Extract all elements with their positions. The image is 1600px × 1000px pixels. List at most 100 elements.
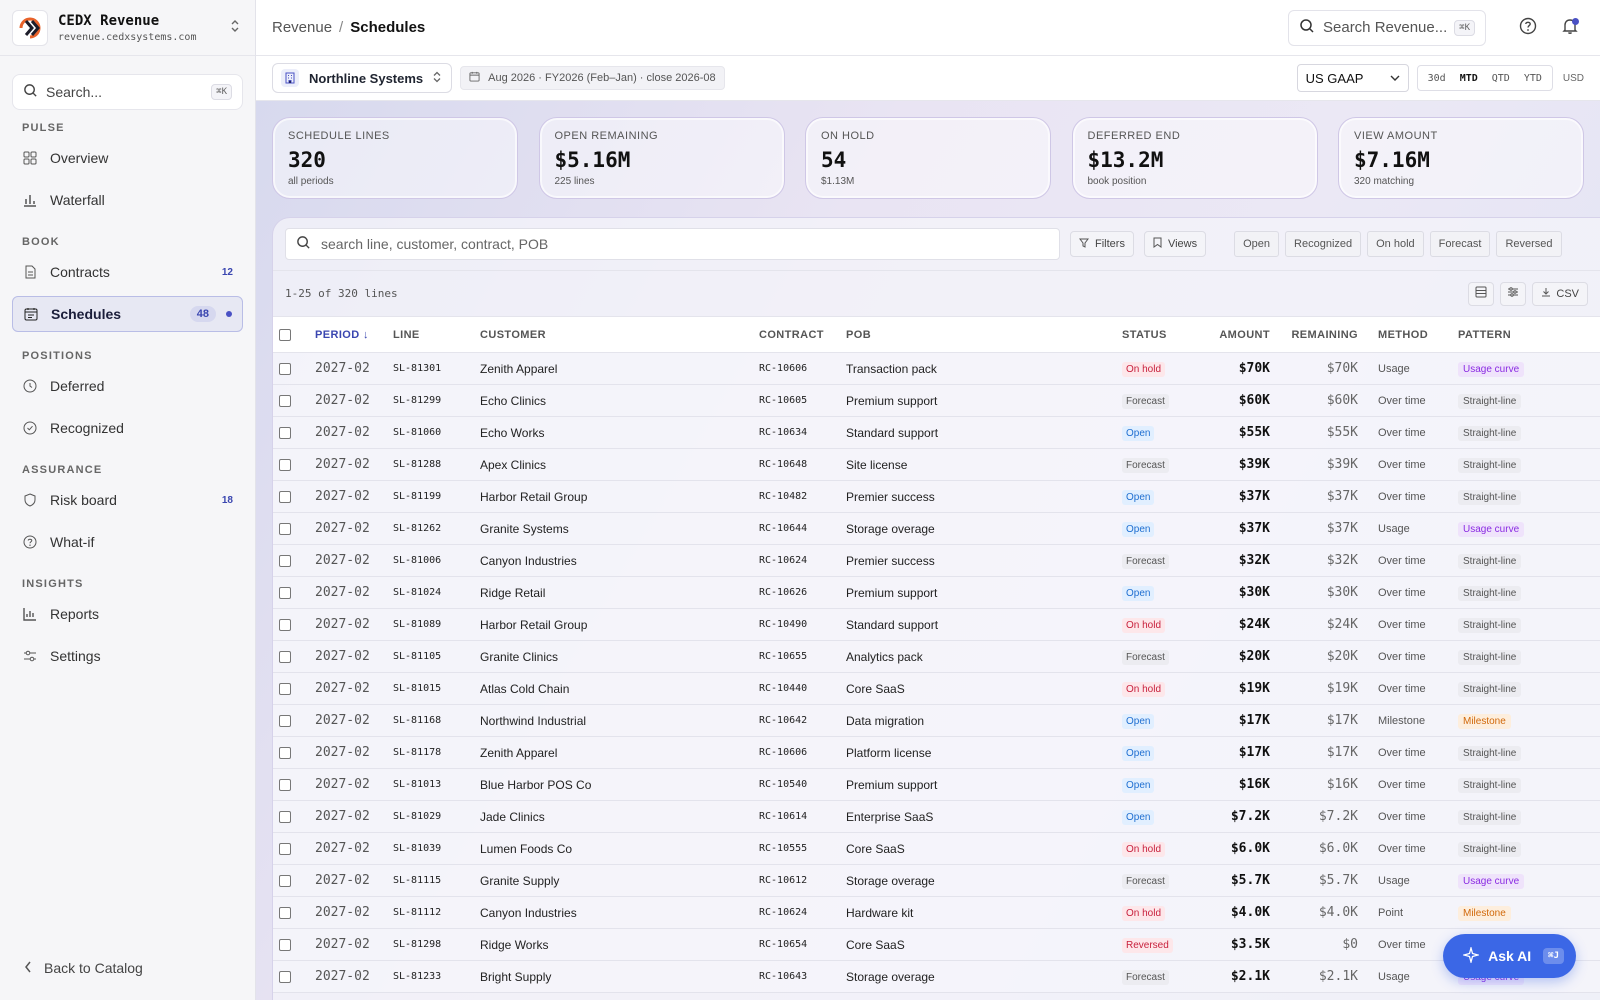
cell-contract[interactable]: RC-10644: [759, 523, 808, 534]
column-header-line[interactable]: LINE: [393, 328, 420, 341]
row-checkbox[interactable]: [279, 843, 291, 856]
cell-contract[interactable]: RC-10606: [759, 747, 808, 758]
chip-open[interactable]: Open: [1234, 231, 1280, 257]
kpi-schedule-lines[interactable]: SCHEDULE LINES 320 all periods: [272, 117, 518, 199]
sidebar-item-schedules[interactable]: Schedules 48: [12, 296, 243, 332]
range-30d[interactable]: 30d: [1427, 72, 1446, 84]
cell-line[interactable]: SL-81299: [393, 395, 442, 406]
range-ytd[interactable]: YTD: [1523, 72, 1542, 84]
sidebar-item-recognized[interactable]: Recognized: [12, 410, 243, 446]
gaap-select[interactable]: US GAAP: [1296, 64, 1409, 92]
table-row[interactable]: 2027-02 SL-81105 Granite Clinics RC-10655 An…: [273, 640, 1600, 673]
cell-contract[interactable]: RC-10606: [759, 363, 808, 374]
chip-on-hold[interactable]: On hold: [1367, 231, 1424, 257]
table-row[interactable]: 2027-02 SL-81006 Canyon Industries RC-10624…: [273, 544, 1600, 577]
row-checkbox[interactable]: [279, 715, 291, 728]
entity-selector[interactable]: Northline Systems: [272, 63, 453, 93]
table-row[interactable]: 2027-02 SL-81301 Zenith Apparel RC-10606 Tra…: [273, 352, 1600, 385]
sidebar-item-overview[interactable]: Overview: [12, 140, 243, 176]
cell-line[interactable]: SL-81112: [393, 907, 442, 918]
column-header-status[interactable]: STATUS: [1122, 328, 1167, 341]
cell-line[interactable]: SL-81015: [393, 683, 442, 694]
sidebar-item-waterfall[interactable]: Waterfall: [12, 182, 243, 218]
range-qtd[interactable]: QTD: [1491, 72, 1510, 84]
table-row[interactable]: 2027-02 SL-81199 Harbor Retail Group RC-104…: [273, 480, 1600, 513]
row-checkbox[interactable]: [279, 747, 291, 760]
sidebar-item-contracts[interactable]: Contracts 12: [12, 254, 243, 290]
table-row[interactable]: 2027-02 SL-81013 Blue Harbor POS Co RC-1054…: [273, 768, 1600, 801]
select-all-checkbox[interactable]: [279, 328, 291, 341]
cell-contract[interactable]: RC-10624: [759, 555, 808, 566]
table-row[interactable]: 2027-02 SL-81178 Zenith Apparel RC-10606 Pla…: [273, 736, 1600, 769]
row-checkbox[interactable]: [279, 875, 291, 888]
cell-line[interactable]: SL-81115: [393, 875, 442, 886]
table-row[interactable]: 2027-02 SL-81115 Granite Supply RC-10612 Sto…: [273, 864, 1600, 897]
row-checkbox[interactable]: [279, 779, 291, 792]
cell-line[interactable]: SL-81178: [393, 747, 442, 758]
table-row[interactable]: 2027-02 SL-81298 Ridge Works RC-10654 Core S…: [273, 928, 1600, 961]
cell-line[interactable]: SL-81288: [393, 459, 442, 470]
sidebar-item-what-if[interactable]: What-if: [12, 524, 243, 560]
cell-line[interactable]: SL-81024: [393, 587, 442, 598]
csv-export-button[interactable]: CSV: [1532, 281, 1588, 306]
kpi-deferred-end[interactable]: DEFERRED END $13.2M book position: [1071, 117, 1318, 199]
cell-contract[interactable]: RC-10490: [759, 619, 808, 630]
chip-recognized[interactable]: Recognized: [1285, 231, 1362, 257]
cell-line[interactable]: SL-81262: [393, 523, 442, 534]
row-checkbox[interactable]: [279, 811, 291, 824]
cell-line[interactable]: SL-81298: [393, 939, 442, 950]
row-checkbox[interactable]: [279, 395, 291, 408]
sidebar-item-settings[interactable]: Settings: [12, 638, 243, 674]
filters-button[interactable]: Filters: [1070, 231, 1134, 257]
column-header-method[interactable]: METHOD: [1378, 328, 1429, 341]
notifications-button[interactable]: [1556, 14, 1584, 42]
cell-contract[interactable]: RC-10655: [759, 651, 808, 662]
density-button[interactable]: [1468, 281, 1495, 306]
column-header-contract[interactable]: CONTRACT: [759, 328, 824, 341]
cell-contract[interactable]: RC-10634: [759, 427, 808, 438]
row-checkbox[interactable]: [279, 587, 291, 600]
columns-button[interactable]: [1500, 281, 1527, 306]
cell-contract[interactable]: RC-10612: [759, 875, 808, 886]
row-checkbox[interactable]: [279, 971, 291, 984]
sidebar-item-reports[interactable]: Reports: [12, 596, 243, 632]
views-button[interactable]: Views: [1143, 231, 1207, 257]
row-checkbox[interactable]: [279, 939, 291, 952]
kpi-on-hold[interactable]: ON HOLD 54 $1.13M: [805, 117, 1051, 199]
breadcrumb-parent[interactable]: Revenue: [272, 19, 333, 36]
cell-line[interactable]: SL-81013: [393, 779, 442, 790]
cell-contract[interactable]: RC-10626: [759, 587, 808, 598]
column-header-pob[interactable]: POB: [846, 328, 872, 341]
ask-ai-button[interactable]: Ask AI ⌘J: [1443, 934, 1576, 978]
table-search-input[interactable]: search line, customer, contract, POB: [285, 228, 1060, 260]
column-header-customer[interactable]: CUSTOMER: [480, 328, 546, 341]
column-header-amount[interactable]: AMOUNT: [1219, 328, 1270, 341]
chip-forecast[interactable]: Forecast: [1429, 231, 1491, 257]
chip-reversed[interactable]: Reversed: [1496, 231, 1562, 257]
column-header-remaining[interactable]: REMAINING: [1291, 328, 1358, 341]
sidebar-item-deferred[interactable]: Deferred: [12, 368, 243, 404]
table-row[interactable]: 2027-02 SL-81039 Lumen Foods Co RC-10555 Cor…: [273, 832, 1600, 865]
cell-contract[interactable]: RC-10654: [759, 939, 808, 950]
table-row[interactable]: 2027-02 SL-81299 Echo Clinics RC-10605 Premi…: [273, 384, 1600, 417]
row-checkbox[interactable]: [279, 523, 291, 536]
cell-contract[interactable]: RC-10642: [759, 715, 808, 726]
cell-contract[interactable]: RC-10643: [759, 971, 808, 982]
cell-contract[interactable]: RC-10614: [759, 811, 808, 822]
row-checkbox[interactable]: [279, 459, 291, 472]
row-checkbox[interactable]: [279, 555, 291, 568]
cell-line[interactable]: SL-81006: [393, 555, 442, 566]
cell-line[interactable]: SL-81168: [393, 715, 442, 726]
row-checkbox[interactable]: [279, 427, 291, 440]
cell-line[interactable]: SL-81060: [393, 427, 442, 438]
cell-line[interactable]: SL-81233: [393, 971, 442, 982]
cell-line[interactable]: SL-81039: [393, 843, 442, 854]
row-checkbox[interactable]: [279, 651, 291, 664]
cell-contract[interactable]: RC-10482: [759, 491, 808, 502]
cell-contract[interactable]: RC-10624: [759, 907, 808, 918]
cell-line[interactable]: SL-81089: [393, 619, 442, 630]
cell-line[interactable]: SL-81105: [393, 651, 442, 662]
row-checkbox[interactable]: [279, 491, 291, 504]
kpi-view-amount[interactable]: VIEW AMOUNT $7.16M 320 matching: [1338, 117, 1584, 199]
cell-line[interactable]: SL-81199: [393, 491, 442, 502]
